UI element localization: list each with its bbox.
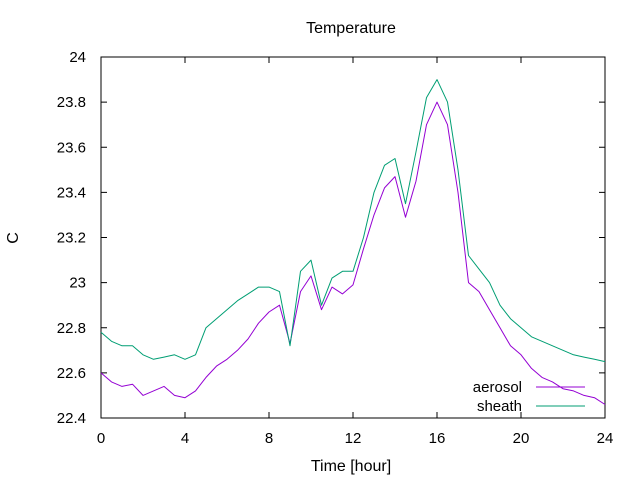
y-tick-label: 23.8: [57, 94, 86, 111]
x-axis: 0 4 8 12 16 20 24: [97, 57, 614, 447]
x-tick-label: 8: [265, 430, 273, 447]
y-tick-label: 23.4: [57, 184, 86, 201]
x-tick-label: 0: [97, 430, 105, 447]
y-tick-label: 22.8: [57, 320, 86, 337]
legend: aerosol sheath: [473, 379, 585, 415]
x-tick-label: 4: [181, 430, 189, 447]
x-tick-label: 20: [513, 430, 530, 447]
legend-label-sheath: sheath: [477, 398, 522, 415]
y-axis: 22.4 22.6 22.8 23 23.2 23.4 23.6 23.8 24: [57, 49, 605, 427]
plot-frame: [100, 56, 606, 419]
y-tick-label: 22.4: [57, 410, 86, 427]
y-axis-label: C: [5, 232, 22, 244]
x-tick-label: 24: [597, 430, 614, 447]
x-tick-label: 16: [429, 430, 446, 447]
series-line-aerosol: [100, 101, 606, 405]
y-tick-label: 23.6: [57, 139, 86, 156]
x-axis-label: Time [hour]: [311, 458, 391, 475]
series-lines: [100, 79, 606, 405]
series-line-sheath: [100, 79, 606, 363]
y-tick-label: 23: [69, 275, 86, 292]
y-tick-label: 24: [69, 49, 86, 66]
chart-title: Temperature: [306, 20, 396, 37]
y-tick-label: 22.6: [57, 365, 86, 382]
x-tick-label: 12: [345, 430, 362, 447]
y-tick-label: 23.2: [57, 230, 86, 247]
legend-label-aerosol: aerosol: [473, 379, 522, 396]
